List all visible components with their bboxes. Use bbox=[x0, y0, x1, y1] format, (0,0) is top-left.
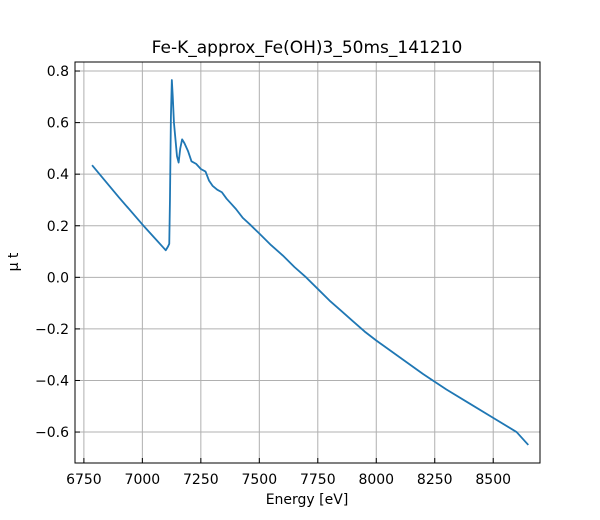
y-tick-label: −0.2 bbox=[35, 322, 69, 338]
x-tick-label: 6750 bbox=[66, 472, 102, 488]
series-line bbox=[91, 79, 529, 446]
x-tick-label: 7500 bbox=[241, 472, 277, 488]
chart-title: Fe-K_approx_Fe(OH)3_50ms_141210 bbox=[152, 38, 463, 58]
y-tick-label: 0.4 bbox=[47, 167, 69, 183]
plot-frame bbox=[74, 61, 541, 464]
x-tick-label: 8500 bbox=[475, 472, 511, 488]
y-axis-label: μ t bbox=[6, 252, 22, 271]
y-tick-label: 0.0 bbox=[47, 270, 69, 286]
grid-lines bbox=[75, 62, 540, 463]
y-tick-label: −0.4 bbox=[35, 373, 69, 389]
x-tick-label: 7250 bbox=[183, 472, 219, 488]
x-tick-label: 8000 bbox=[358, 472, 394, 488]
x-axis-label: Energy [eV] bbox=[266, 492, 349, 508]
y-tick-label: 0.2 bbox=[47, 219, 69, 235]
y-tick-label: 0.8 bbox=[47, 64, 69, 80]
x-tick-label: 7750 bbox=[300, 472, 336, 488]
y-tick-label: 0.6 bbox=[47, 116, 69, 132]
plot-series bbox=[91, 79, 529, 446]
y-tick-label: −0.6 bbox=[35, 425, 69, 441]
axis-ticks: 6750 7000 7250 7500 7750 8000 8250 8500 −0.6 −0.4… bbox=[35, 64, 511, 488]
x-tick-label: 8250 bbox=[417, 472, 453, 488]
x-tick-label: 7000 bbox=[125, 472, 161, 488]
